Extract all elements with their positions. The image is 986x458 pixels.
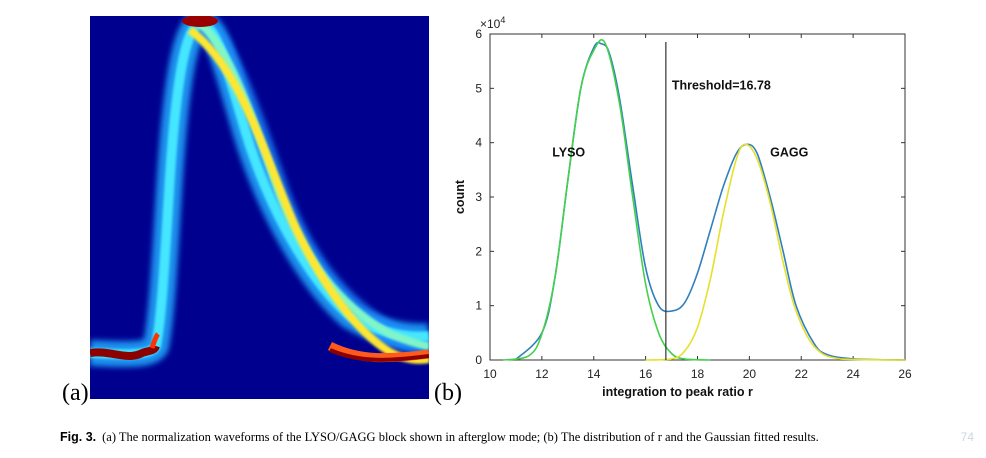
gagg-label: GAGG	[770, 145, 808, 159]
heatmap-svg	[89, 11, 431, 399]
y-tick-label: 5	[475, 81, 482, 95]
y-exponent-base: ×10	[480, 17, 501, 31]
caption-text: (a) The normalization waveforms of the L…	[102, 430, 819, 444]
x-tick-label: 10	[483, 367, 497, 381]
x-tick-label: 26	[898, 367, 912, 381]
afterglow-waveform-heatmap	[89, 11, 431, 399]
y-tick-label: 4	[475, 136, 482, 150]
watermark: 74	[960, 430, 974, 444]
y-exponent-power: 4	[500, 15, 505, 25]
x-tick-label: 22	[795, 367, 809, 381]
caption-label: Fig. 3.	[60, 430, 97, 444]
figure-caption: Fig. 3. (a) The normalization waveforms o…	[60, 430, 960, 445]
threshold-label: Threshold=16.78	[672, 78, 771, 92]
y-tick-label: 0	[475, 353, 482, 367]
panel-b-label: (b)	[434, 380, 462, 406]
y-tick-label: 3	[475, 190, 482, 204]
y-axis-ticks: 0 1 2 3 4 5 6	[475, 27, 905, 367]
x-tick-label: 16	[639, 367, 653, 381]
x-tick-label: 12	[535, 367, 549, 381]
y-tick-label: 6	[475, 27, 482, 41]
lyso-label: LYSO	[552, 145, 585, 159]
x-tick-label: 20	[743, 367, 757, 381]
x-tick-label: 18	[691, 367, 705, 381]
waveform-band-peak	[89, 15, 430, 363]
panel-a-label: (a)	[62, 380, 89, 406]
y-tick-label: 2	[475, 244, 482, 258]
y-axis-title: count	[454, 179, 467, 214]
x-axis-ticks: 10 12 14 16 18 20 22 24 26	[483, 34, 912, 381]
series-line-2	[645, 143, 906, 361]
y-axis-exponent: ×104	[480, 15, 505, 31]
x-tick-label: 24	[846, 367, 860, 381]
y-tick-label: 1	[475, 299, 482, 313]
x-axis-title: integration to peak ratio r	[602, 385, 753, 399]
x-tick-label: 14	[587, 367, 601, 381]
